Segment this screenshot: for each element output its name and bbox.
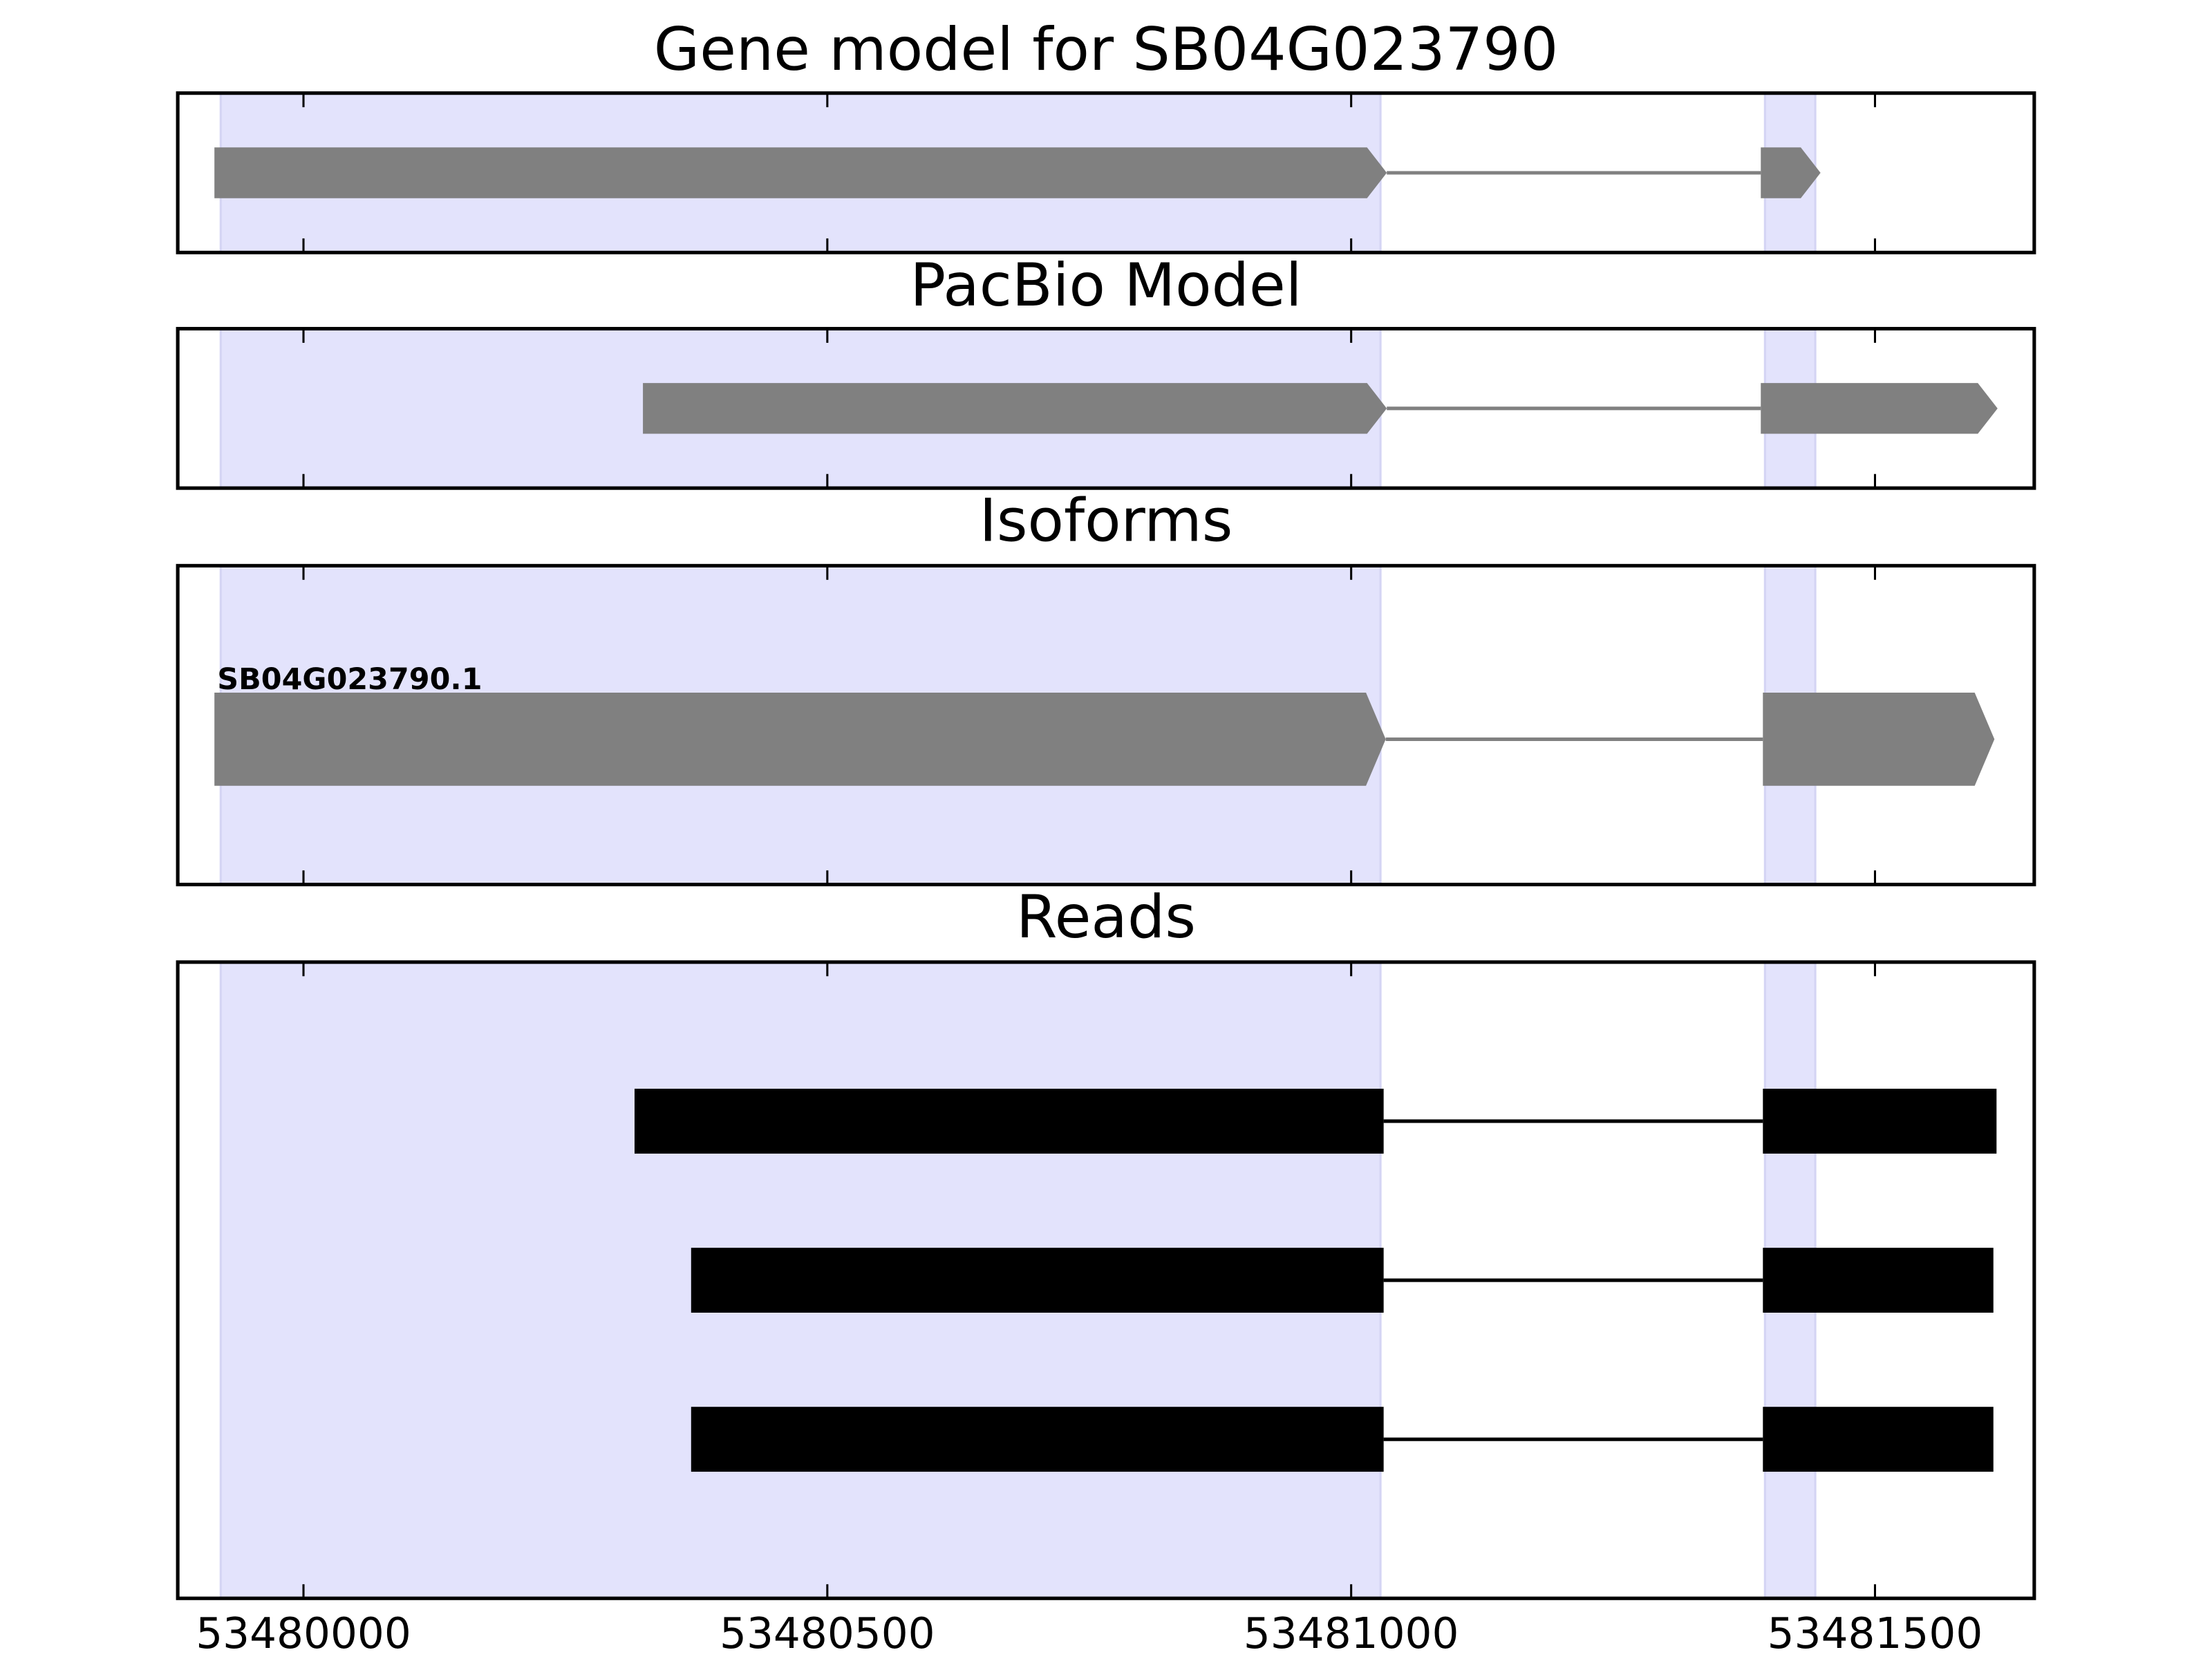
x-tick-label: 53481000 [1244, 1609, 1459, 1658]
x-tick-label: 53481500 [1768, 1609, 1983, 1658]
exon [1763, 1089, 1997, 1154]
panel-title: PacBio Model [910, 251, 1302, 320]
exon [691, 1407, 1384, 1472]
track-label: SB04G023790.1 [217, 662, 482, 697]
exon [691, 1248, 1384, 1313]
x-tick-label: 53480500 [720, 1609, 935, 1658]
panel-title: Gene model for SB04G023790 [654, 15, 1558, 84]
exon [1763, 693, 1995, 786]
panel-frame [176, 91, 2036, 254]
panel-title: Reads [1016, 883, 1196, 952]
panel-title: Isoforms [980, 487, 1233, 556]
panel-frame [176, 960, 2036, 1600]
exon [214, 693, 1386, 786]
exon [214, 147, 1387, 198]
exon [643, 383, 1387, 434]
exon [1763, 1407, 1994, 1472]
exon [1761, 147, 1821, 198]
exon [1761, 383, 1998, 434]
panel-frame [176, 563, 2036, 887]
exon [1763, 1248, 1994, 1313]
panel-frame [176, 326, 2036, 490]
x-tick-label: 53480000 [196, 1609, 411, 1658]
exon [634, 1089, 1384, 1154]
